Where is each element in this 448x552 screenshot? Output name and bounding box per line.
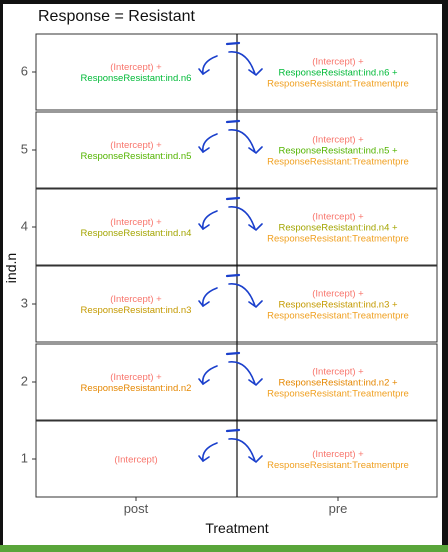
ink-arrowhead-right bbox=[248, 223, 263, 232]
pre-cell-label-4: (Intercept) + bbox=[312, 212, 364, 223]
y-tick-label: 6 bbox=[21, 63, 28, 78]
facet-title: Response = Resistant bbox=[38, 8, 195, 25]
y-tick-label: 4 bbox=[21, 218, 28, 233]
ink-arrowhead-left bbox=[198, 146, 210, 154]
ink-arrowhead-left bbox=[198, 223, 210, 231]
pre-cell-label-2: ResponseResistant:ind.n2 + bbox=[278, 378, 398, 389]
panel-layer bbox=[35, 33, 438, 498]
ink-arrow-left bbox=[201, 365, 218, 385]
pre-cell-label-4: ResponseResistant:Treatmentpre bbox=[267, 234, 409, 245]
ink-arrow-right bbox=[228, 129, 256, 153]
post-cell-label-3: (Intercept) + bbox=[110, 294, 162, 305]
pre-cell-label-5: ResponseResistant:Treatmentpre bbox=[267, 157, 409, 168]
ink-arrow-right bbox=[228, 51, 256, 75]
ink-arrow-left bbox=[201, 442, 218, 462]
status-bar-strip bbox=[0, 545, 448, 552]
ink-arrowhead-right bbox=[248, 300, 263, 309]
ink-arrow-left bbox=[201, 287, 218, 307]
ink-arrowhead-right bbox=[248, 68, 263, 77]
post-cell-label-5: (Intercept) + bbox=[110, 140, 162, 151]
pre-cell-label-2: (Intercept) + bbox=[312, 367, 364, 378]
y-tick-label: 3 bbox=[21, 295, 28, 310]
ink-arrow-right bbox=[228, 438, 256, 462]
cell-label-layer: (Intercept) +ResponseResistant:ind.n6(In… bbox=[81, 57, 409, 472]
post-cell-label-4: ResponseResistant:ind.n4 bbox=[81, 228, 192, 239]
y-tick-label: 2 bbox=[21, 373, 28, 388]
x-tick-label: post bbox=[124, 501, 149, 516]
ink-arrowhead-left bbox=[198, 300, 210, 308]
pre-cell-label-4: ResponseResistant:ind.n4 + bbox=[278, 223, 398, 234]
pre-cell-label-1: (Intercept) + bbox=[312, 449, 364, 460]
window-frame-left bbox=[0, 0, 3, 545]
post-cell-label-4: (Intercept) + bbox=[110, 217, 162, 228]
post-cell-label-6: (Intercept) + bbox=[110, 62, 162, 73]
ink-arrowhead-left bbox=[198, 378, 210, 386]
ink-arrowhead-right bbox=[248, 378, 263, 387]
pre-cell-label-6: ResponseResistant:Treatmentpre bbox=[267, 79, 409, 90]
ink-arrowhead-left bbox=[198, 455, 210, 463]
post-cell-label-1: (Intercept) bbox=[114, 455, 157, 466]
ink-arrow-right bbox=[228, 283, 256, 307]
ink-dash-mark bbox=[225, 196, 241, 201]
y-tick-label: 1 bbox=[21, 450, 28, 465]
ink-dash-mark bbox=[225, 273, 241, 278]
axis-layer: 6 5 4 3 2 1 post pre Treatment ind.n bbox=[3, 63, 347, 536]
pre-cell-label-2: ResponseResistant:Treatmentpre bbox=[267, 389, 409, 400]
pre-cell-label-3: ResponseResistant:ind.n3 + bbox=[278, 300, 398, 311]
post-cell-label-3: ResponseResistant:ind.n3 bbox=[81, 305, 192, 316]
post-cell-label-2: ResponseResistant:ind.n2 bbox=[81, 383, 192, 394]
ink-dash-mark bbox=[225, 428, 241, 433]
handwritten-annotation-layer bbox=[198, 41, 263, 464]
ink-dash-mark bbox=[225, 351, 241, 356]
post-cell-label-6: ResponseResistant:ind.n6 bbox=[81, 73, 192, 84]
pre-cell-label-6: ResponseResistant:ind.n6 + bbox=[278, 68, 398, 79]
post-cell-label-5: ResponseResistant:ind.n5 bbox=[81, 151, 192, 162]
ink-arrow-left bbox=[201, 210, 218, 230]
x-tick-label: pre bbox=[329, 501, 348, 516]
ink-dash-mark bbox=[225, 41, 241, 46]
y-axis-title: ind.n bbox=[3, 253, 19, 283]
ink-arrow-left bbox=[201, 133, 218, 153]
ink-arrowhead-left bbox=[198, 68, 210, 76]
post-cell-label-2: (Intercept) + bbox=[110, 372, 162, 383]
x-axis-title: Treatment bbox=[205, 520, 268, 536]
ink-arrow-left bbox=[201, 55, 218, 75]
ink-arrow-right bbox=[228, 206, 256, 230]
pre-cell-label-6: (Intercept) + bbox=[312, 57, 364, 68]
ink-arrow-right bbox=[228, 361, 256, 385]
y-tick-label: 5 bbox=[21, 141, 28, 156]
pre-cell-label-5: ResponseResistant:ind.n5 + bbox=[278, 146, 398, 157]
ink-arrowhead-right bbox=[248, 146, 263, 155]
pre-cell-label-5: (Intercept) + bbox=[312, 135, 364, 146]
ink-dash-mark bbox=[225, 119, 241, 124]
pre-cell-label-3: (Intercept) + bbox=[312, 289, 364, 300]
pre-cell-label-3: ResponseResistant:Treatmentpre bbox=[267, 311, 409, 322]
window-frame-top bbox=[0, 0, 448, 4]
window-frame-right bbox=[442, 0, 448, 545]
ink-arrowhead-right bbox=[248, 455, 263, 464]
pre-cell-label-1: ResponseResistant:Treatmentpre bbox=[267, 460, 409, 471]
